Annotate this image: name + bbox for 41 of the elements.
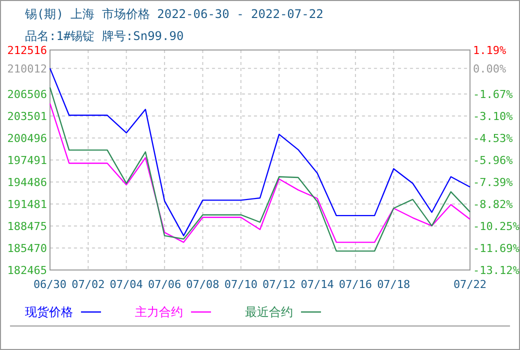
y-tick-label: 194486 (7, 176, 47, 189)
x-tick-label: 07/22 (453, 278, 487, 291)
x-tick-label: 07/14 (300, 278, 334, 291)
y2-tick-label: -3.10% (473, 110, 514, 123)
y2-tick-label: -5.96% (473, 154, 514, 167)
x-tick-label: 07/02 (72, 278, 105, 291)
legend-label: 主力合约 (135, 305, 183, 319)
y2-tick-label: 0.00% (473, 62, 506, 76)
legend-label: 最近合约 (245, 305, 293, 319)
y2-tick-label: 1.19% (473, 44, 506, 57)
line-series (49, 68, 471, 236)
x-tick-label: 06/30 (33, 278, 67, 291)
line-series (49, 102, 471, 243)
x-tick-label: 07/10 (224, 278, 258, 291)
x-tick-label: 07/04 (110, 278, 144, 291)
x-tick-label: 07/12 (262, 278, 296, 291)
y-tick-label: 212516 (7, 44, 47, 57)
y2-tick-label: -8.82% (473, 198, 514, 211)
y-tick-label: 203501 (7, 110, 47, 123)
y2-tick-label: -1.67% (473, 88, 514, 101)
legend-label: 现货价格 (25, 305, 73, 319)
chart-subtitle: 品名:1#锡锭 牌号:Sn99.90 (25, 29, 184, 43)
y-tick-label: 197491 (7, 154, 47, 167)
y2-tick-label: -13.12% (473, 264, 520, 277)
y2-tick-label: -10.25% (473, 220, 520, 233)
y-tick-label: 206506 (7, 88, 47, 101)
x-tick-label: 07/08 (186, 278, 220, 291)
y-tick-label: 210012 (7, 62, 47, 76)
x-tick-label: 07/18 (377, 278, 410, 291)
y2-tick-label: -7.39% (473, 176, 514, 189)
y2-tick-label: -11.69% (473, 242, 520, 256)
y-tick-label: 182465 (7, 264, 47, 277)
x-tick-label: 07/06 (148, 278, 182, 291)
chart-title: 锡(期) 上海 市场价格 2022-06-30 - 2022-07-22 (24, 7, 324, 21)
y-tick-label: 191481 (7, 198, 47, 211)
y-tick-label: 185470 (7, 242, 47, 255)
line-series (49, 86, 471, 252)
y-tick-label: 188475 (7, 220, 47, 233)
x-tick-label: 07/16 (338, 278, 372, 291)
y2-tick-label: -4.53% (473, 132, 514, 145)
y-tick-label: 200496 (7, 132, 47, 145)
